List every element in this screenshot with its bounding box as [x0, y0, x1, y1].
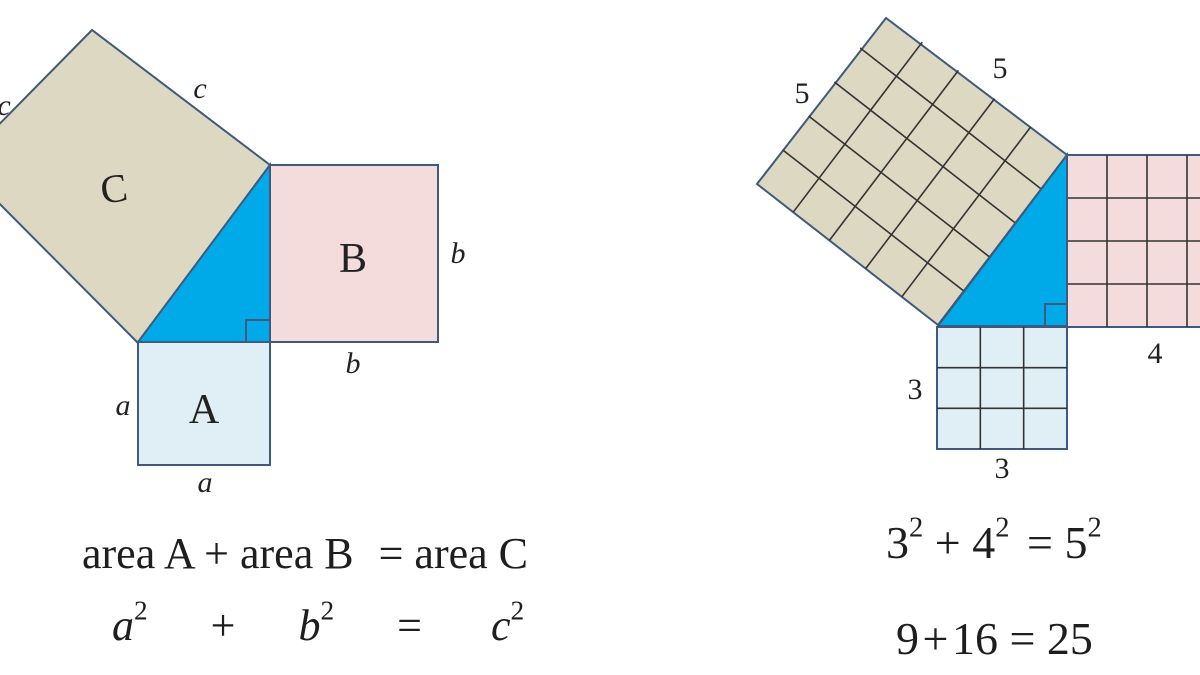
eq-area-b: area B [240, 529, 354, 578]
grid-5-line [828, 69, 960, 241]
eq-plus-4: + [922, 613, 949, 664]
eq-16: 16 [951, 613, 998, 664]
square-3-grid [937, 327, 1067, 449]
side-label-3-left: 3 [908, 373, 923, 406]
eq-area-c: area C [414, 529, 529, 578]
eq-plus-1: + [204, 529, 229, 578]
side-label-a-left: a [116, 389, 131, 422]
grid-5-line [901, 126, 1032, 298]
eq-4: 4 [972, 517, 996, 568]
right-angle-mark [245, 319, 270, 342]
left-figure: C B A c c b b a a [0, 28, 466, 499]
grid-5-line [782, 149, 965, 292]
eq-equals-1: = [378, 529, 404, 578]
side-label-c-top: c [193, 72, 206, 105]
eq-5: 5 [1064, 517, 1088, 568]
square-3 [936, 326, 1068, 450]
equation-symbolic: a2 + b2 = c2 [112, 597, 524, 651]
eq-25: 25 [1046, 613, 1093, 664]
grid-5-line [859, 47, 1042, 190]
eq-3-exp: 2 [909, 512, 924, 544]
grid-5-line [833, 81, 1016, 224]
equation-squares: 32 + 42 = 52 [886, 512, 1102, 569]
eq-3: 3 [886, 517, 909, 568]
right-triangle-345 [935, 152, 1068, 327]
square-4-grid [1067, 155, 1200, 327]
eq-c-exp: 2 [510, 595, 525, 626]
equation-area: area A + area B = area C [82, 528, 528, 579]
label-square-b: B [339, 236, 367, 282]
eq-5-exp: 2 [1087, 512, 1102, 544]
equation-sums: 9 + 16 = 25 [896, 612, 1093, 665]
grid-5-line [792, 41, 923, 213]
eq-a-exp: 2 [134, 595, 148, 626]
eq-equals-3: = [1026, 517, 1053, 568]
eq-9: 9 [896, 613, 919, 664]
side-label-b-right: b [451, 237, 466, 270]
right-angle-mark-345 [1044, 303, 1067, 326]
side-label-c-left: c [0, 89, 11, 122]
grid-5-line [864, 98, 996, 270]
square-5-grid [782, 41, 1042, 298]
eq-plus-2: + [210, 601, 236, 650]
eq-c: c [490, 601, 511, 650]
label-square-a: A [189, 387, 220, 433]
side-label-3-bottom: 3 [995, 452, 1010, 485]
eq-b-exp: 2 [320, 595, 335, 626]
grid-5-line [808, 115, 991, 258]
side-label-a-bottom: a [198, 466, 213, 499]
eq-plus-3: + [934, 517, 961, 568]
eq-area-a: area A [82, 529, 194, 578]
eq-b: b [298, 601, 321, 650]
eq-equals-4: = [1009, 613, 1036, 664]
label-square-c: C [97, 164, 130, 212]
side-label-b-bottom: b [346, 347, 361, 380]
eq-equals-2: = [397, 601, 422, 650]
right-triangle [136, 161, 271, 343]
side-label-4-bottom: 4 [1148, 337, 1163, 370]
side-label-5-left: 5 [795, 77, 810, 110]
right-figure: 5 5 4 3 3 [755, 16, 1200, 485]
eq-a: a [112, 601, 134, 650]
side-label-5-top: 5 [993, 52, 1008, 85]
eq-4-exp: 2 [995, 512, 1010, 544]
